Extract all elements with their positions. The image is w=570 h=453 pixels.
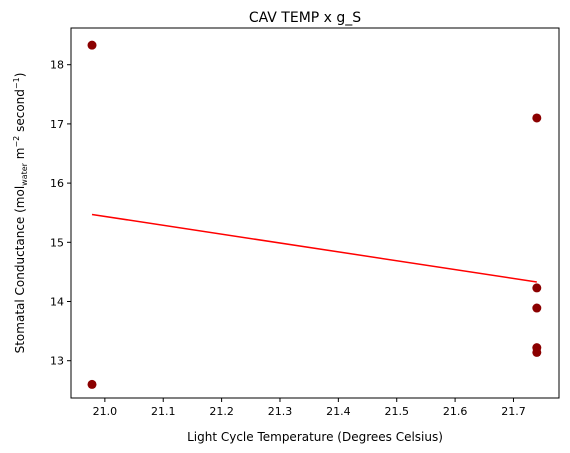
data-point (532, 303, 542, 313)
data-marks (87, 40, 542, 389)
trend-line (91, 213, 537, 283)
y-axis-label-middle2: second (13, 89, 27, 136)
y-axis-label-prefix: Stomatal Conductance (mol (13, 186, 27, 354)
y-tick-label: 18 (50, 59, 64, 72)
y-axis-label-subscript: water (20, 162, 29, 186)
y-tick-label: 14 (50, 296, 64, 309)
x-tick-label: 21.0 (93, 405, 118, 418)
y-tick-label: 16 (50, 177, 64, 190)
data-point (87, 379, 97, 389)
y-axis-label-exp1: −2 (12, 136, 21, 148)
y-axis: 13 14 15 16 17 18 (50, 59, 71, 368)
x-tick-label: 21.2 (209, 405, 234, 418)
data-point (532, 283, 542, 293)
x-axis: 21.0 21.1 21.2 21.3 21.4 21.5 21.6 21.7 (93, 398, 526, 418)
data-point (532, 113, 542, 123)
x-tick-label: 21.4 (326, 405, 351, 418)
y-axis-label-exp2: −1 (12, 77, 21, 89)
y-tick-label: 17 (50, 118, 64, 131)
y-axis-label-middle: m (13, 148, 27, 164)
plot-area (70, 27, 560, 399)
x-tick-label: 21.1 (151, 405, 176, 418)
x-tick-label: 21.7 (501, 405, 526, 418)
y-axis-label: Stomatal Conductance (molwater m−2 secon… (12, 73, 29, 354)
plot-frame (70, 27, 560, 399)
y-tick-label: 13 (50, 355, 64, 368)
x-tick-label: 21.3 (268, 405, 293, 418)
chart-title: CAV TEMP x g_S (249, 10, 361, 26)
y-axis-label-suffix: ) (13, 73, 27, 78)
x-tick-label: 21.6 (443, 405, 468, 418)
y-tick-label: 15 (50, 236, 64, 249)
x-tick-label: 21.5 (384, 405, 409, 418)
data-point (532, 347, 542, 357)
data-point (87, 40, 97, 50)
x-axis-label: Light Cycle Temperature (Degrees Celsius… (187, 430, 443, 444)
